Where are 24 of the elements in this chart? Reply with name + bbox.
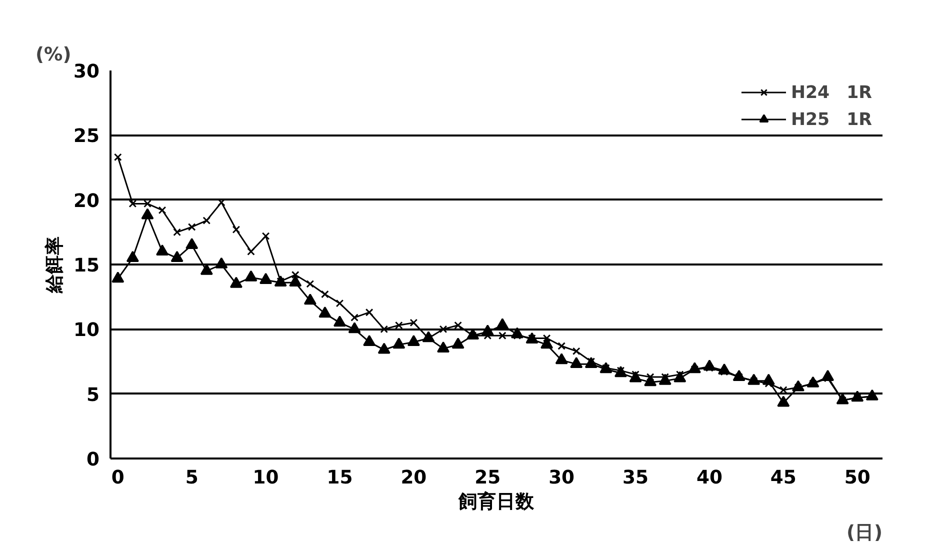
y-tick-label: 5 [86,384,100,406]
x-axis-title: 飼育日数 [458,490,536,512]
x-tick-label: 35 [622,468,649,488]
y-tick-label: 20 [74,190,100,212]
x-tick-label: 45 [770,468,796,488]
legend-label: H24 1R [790,82,872,104]
x-tick-label: 5 [185,468,198,488]
x-tick-label: 25 [474,468,501,488]
legend-label: H25 1R [790,109,872,131]
x-tick-label: 20 [400,468,427,488]
y-tick-label: 30 [74,62,100,82]
y-tick-label: 15 [74,256,100,276]
text: (日) [846,522,883,544]
x-tick-label: 0 [111,468,124,488]
y-tick-label: 0 [86,450,100,470]
y-tick-label: 25 [74,126,100,148]
x-tick-label: 15 [326,468,353,488]
x-tick-label: 40 [696,468,722,488]
x-tick-label: 10 [252,468,279,488]
x-tick-label: 30 [548,468,575,488]
y-tick-label: 10 [74,320,100,342]
text: (%) [36,44,72,66]
x-tick-label: 50 [844,468,870,488]
y-axis-title: 給餌率 [44,236,66,294]
